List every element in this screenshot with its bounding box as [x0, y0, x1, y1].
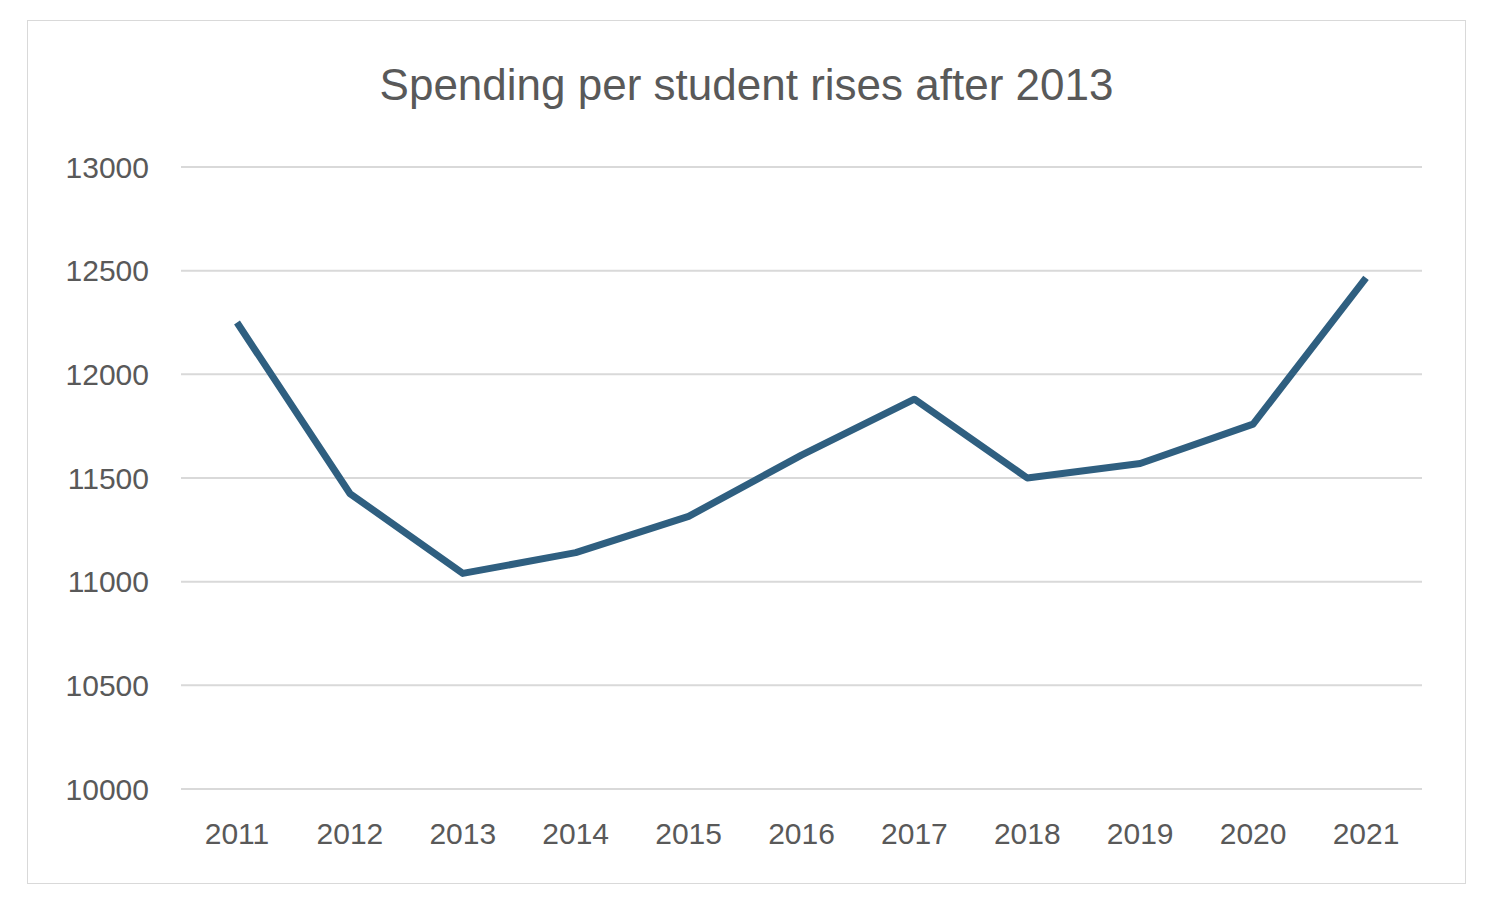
- svg-text:2017: 2017: [881, 817, 948, 850]
- svg-text:2018: 2018: [994, 817, 1061, 850]
- svg-text:10500: 10500: [66, 669, 149, 702]
- svg-text:2012: 2012: [317, 817, 384, 850]
- svg-text:12500: 12500: [66, 254, 149, 287]
- svg-text:12000: 12000: [66, 358, 149, 391]
- svg-text:2016: 2016: [768, 817, 835, 850]
- svg-text:2014: 2014: [542, 817, 609, 850]
- svg-text:11000: 11000: [68, 565, 149, 598]
- svg-text:11500: 11500: [68, 462, 149, 495]
- svg-text:2015: 2015: [655, 817, 722, 850]
- svg-text:2011: 2011: [205, 817, 270, 850]
- svg-text:2021: 2021: [1333, 817, 1400, 850]
- svg-text:10000: 10000: [66, 773, 149, 806]
- svg-text:2019: 2019: [1107, 817, 1174, 850]
- html-text:Spending per student rises aft: Spending per student rises after 2013: [379, 60, 1114, 109]
- svg-text:2020: 2020: [1220, 817, 1287, 850]
- svg-text:2013: 2013: [429, 817, 496, 850]
- svg-text:13000: 13000: [66, 151, 149, 184]
